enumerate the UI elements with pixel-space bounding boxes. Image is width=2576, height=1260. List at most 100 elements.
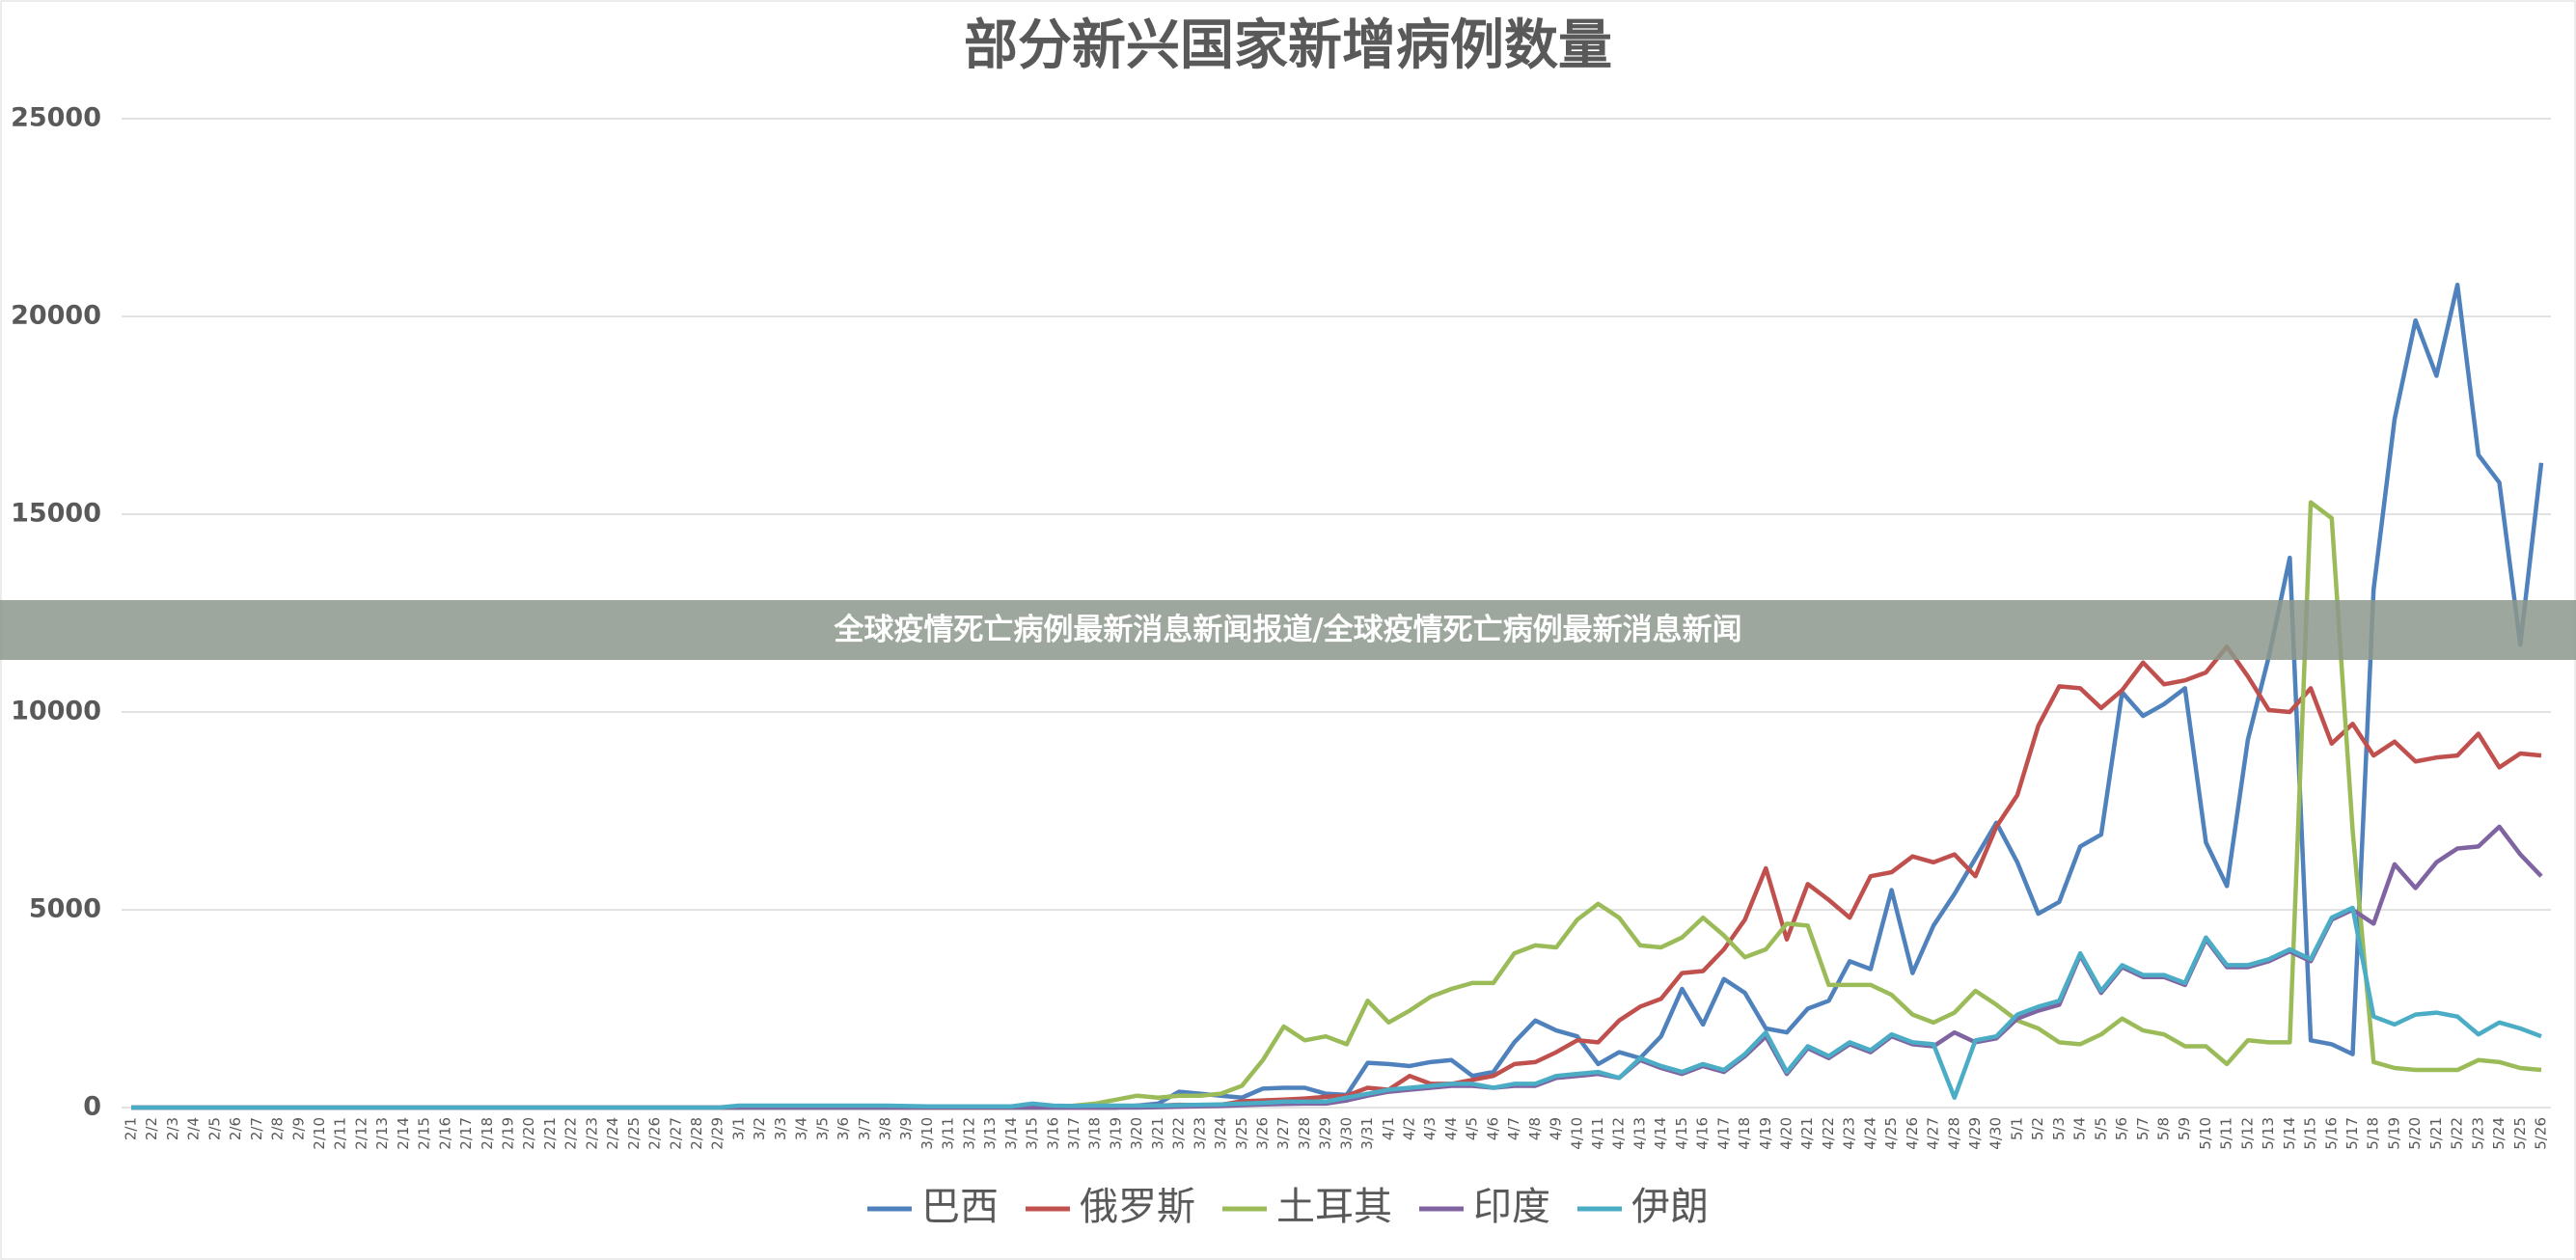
x-tick-label: 3/6 bbox=[835, 1117, 852, 1140]
x-tick-label: 3/28 bbox=[1296, 1117, 1313, 1150]
x-tick-label: 4/25 bbox=[1882, 1117, 1900, 1150]
x-tick-label: 3/7 bbox=[856, 1117, 873, 1140]
x-tick-label: 2/24 bbox=[604, 1117, 621, 1150]
x-tick-label: 3/20 bbox=[1128, 1117, 1145, 1150]
x-tick-label: 3/22 bbox=[1170, 1117, 1188, 1150]
x-tick-label: 5/10 bbox=[2197, 1117, 2214, 1150]
x-tick-label: 5/16 bbox=[2322, 1117, 2340, 1150]
x-tick-label: 3/16 bbox=[1044, 1117, 1061, 1150]
legend-label: 印度 bbox=[1473, 1185, 1550, 1229]
y-tick-label: 15000 bbox=[11, 499, 101, 529]
x-tick-label: 2/12 bbox=[352, 1117, 370, 1150]
x-tick-label: 2/19 bbox=[499, 1117, 516, 1150]
x-tick-label: 4/27 bbox=[1925, 1117, 1942, 1150]
x-tick-label: 5/20 bbox=[2406, 1117, 2424, 1150]
y-tick-label: 5000 bbox=[29, 894, 101, 924]
x-tick-label: 4/19 bbox=[1757, 1117, 1774, 1150]
x-tick-label: 5/17 bbox=[2343, 1117, 2361, 1150]
x-tick-label: 2/4 bbox=[185, 1117, 203, 1140]
x-tick-label: 5/11 bbox=[2218, 1117, 2235, 1150]
x-tick-label: 4/26 bbox=[1904, 1117, 1921, 1150]
x-tick-label: 5/25 bbox=[2511, 1117, 2529, 1150]
x-tick-label: 5/4 bbox=[2071, 1117, 2089, 1140]
overlay-banner: 全球疫情死亡病例最新消息新闻报道/全球疫情死亡病例最新消息新闻 bbox=[0, 600, 2576, 660]
legend-label: 土耳其 bbox=[1276, 1185, 1392, 1229]
x-tick-label: 4/13 bbox=[1631, 1117, 1648, 1150]
x-tick-label: 4/1 bbox=[1380, 1117, 1397, 1140]
chart-title: 部分新兴国家新增病例数量 bbox=[964, 14, 1612, 77]
x-tick-label: 3/19 bbox=[1107, 1117, 1124, 1150]
x-tick-label: 3/23 bbox=[1191, 1117, 1208, 1150]
x-tick-label: 3/17 bbox=[1065, 1117, 1082, 1150]
x-tick-label: 2/25 bbox=[625, 1117, 643, 1150]
x-tick-label: 3/30 bbox=[1337, 1117, 1355, 1150]
x-tick-label: 2/9 bbox=[289, 1117, 307, 1140]
x-tick-label: 3/11 bbox=[940, 1117, 957, 1150]
x-tick-label: 3/3 bbox=[772, 1117, 789, 1140]
x-tick-label: 3/13 bbox=[981, 1117, 999, 1150]
x-tick-label: 4/17 bbox=[1714, 1117, 1732, 1150]
x-tick-label: 4/20 bbox=[1778, 1117, 1795, 1150]
x-tick-label: 2/14 bbox=[395, 1117, 412, 1150]
x-tick-label: 5/24 bbox=[2490, 1117, 2507, 1150]
x-tick-label: 4/6 bbox=[1484, 1117, 1501, 1140]
legend-label: 伊朗 bbox=[1631, 1185, 1709, 1229]
x-tick-label: 3/8 bbox=[876, 1117, 893, 1140]
x-tick-label: 4/21 bbox=[1798, 1117, 1816, 1150]
x-tick-label: 2/16 bbox=[436, 1117, 453, 1150]
x-tick-label: 4/15 bbox=[1673, 1117, 1690, 1150]
x-tick-label: 5/14 bbox=[2281, 1117, 2298, 1150]
x-tick-label: 2/8 bbox=[269, 1117, 287, 1140]
series-line bbox=[131, 905, 2542, 1110]
x-tick-label: 3/10 bbox=[918, 1117, 936, 1150]
x-tick-label: 4/2 bbox=[1401, 1117, 1418, 1140]
x-tick-label: 3/12 bbox=[960, 1117, 977, 1150]
legend-label: 巴西 bbox=[921, 1185, 999, 1229]
x-tick-label: 4/23 bbox=[1841, 1117, 1858, 1150]
x-tick-label: 3/18 bbox=[1086, 1117, 1104, 1150]
x-tick-label: 2/26 bbox=[646, 1117, 664, 1150]
x-tick-label: 5/23 bbox=[2469, 1117, 2486, 1150]
x-tick-label: 4/7 bbox=[1505, 1117, 1522, 1140]
x-tick-label: 4/22 bbox=[1820, 1117, 1837, 1150]
x-tick-label: 4/5 bbox=[1464, 1117, 1481, 1140]
x-tick-label: 5/21 bbox=[2427, 1117, 2445, 1150]
x-tick-label: 4/10 bbox=[1568, 1117, 1585, 1150]
x-tick-label: 2/21 bbox=[541, 1117, 559, 1150]
x-tick-label: 5/8 bbox=[2155, 1117, 2173, 1140]
x-tick-label: 3/26 bbox=[1253, 1117, 1271, 1150]
x-tick-label: 3/21 bbox=[1149, 1117, 1166, 1150]
x-tick-label: 4/28 bbox=[1945, 1117, 1962, 1150]
x-tick-label: 5/1 bbox=[2008, 1117, 2025, 1140]
x-tick-label: 3/14 bbox=[1002, 1117, 1020, 1150]
x-tick-label: 5/19 bbox=[2385, 1117, 2402, 1150]
y-tick-label: 20000 bbox=[11, 301, 101, 331]
x-tick-label: 5/3 bbox=[2050, 1117, 2068, 1140]
x-tick-label: 2/27 bbox=[667, 1117, 684, 1150]
x-tick-label: 2/10 bbox=[311, 1117, 328, 1150]
x-tick-label: 2/7 bbox=[248, 1117, 265, 1140]
x-tick-label: 5/13 bbox=[2260, 1117, 2277, 1150]
y-tick-label: 10000 bbox=[11, 697, 101, 726]
x-tick-label: 4/8 bbox=[1526, 1117, 1544, 1140]
x-tick-label: 5/18 bbox=[2365, 1117, 2382, 1150]
x-tick-label: 3/31 bbox=[1358, 1117, 1376, 1150]
x-tick-label: 2/5 bbox=[206, 1117, 223, 1140]
x-tick-label: 4/3 bbox=[1421, 1117, 1439, 1140]
x-tick-label: 3/5 bbox=[813, 1117, 831, 1140]
x-tick-label: 2/20 bbox=[520, 1117, 537, 1150]
x-tick-label: 4/14 bbox=[1652, 1117, 1669, 1150]
x-tick-label: 4/11 bbox=[1589, 1117, 1606, 1150]
x-tick-label: 3/15 bbox=[1024, 1117, 1041, 1150]
x-tick-label: 2/18 bbox=[479, 1117, 496, 1150]
x-tick-label: 2/2 bbox=[143, 1117, 160, 1140]
x-tick-label: 4/4 bbox=[1442, 1117, 1460, 1140]
x-tick-label: 4/12 bbox=[1610, 1117, 1628, 1150]
x-tick-label: 4/9 bbox=[1548, 1117, 1565, 1140]
x-tick-label: 2/23 bbox=[583, 1117, 600, 1150]
y-tick-label: 25000 bbox=[11, 103, 101, 133]
x-tick-label: 2/29 bbox=[709, 1117, 726, 1150]
x-tick-label: 5/6 bbox=[2113, 1117, 2130, 1140]
x-tick-label: 5/2 bbox=[2029, 1117, 2046, 1140]
